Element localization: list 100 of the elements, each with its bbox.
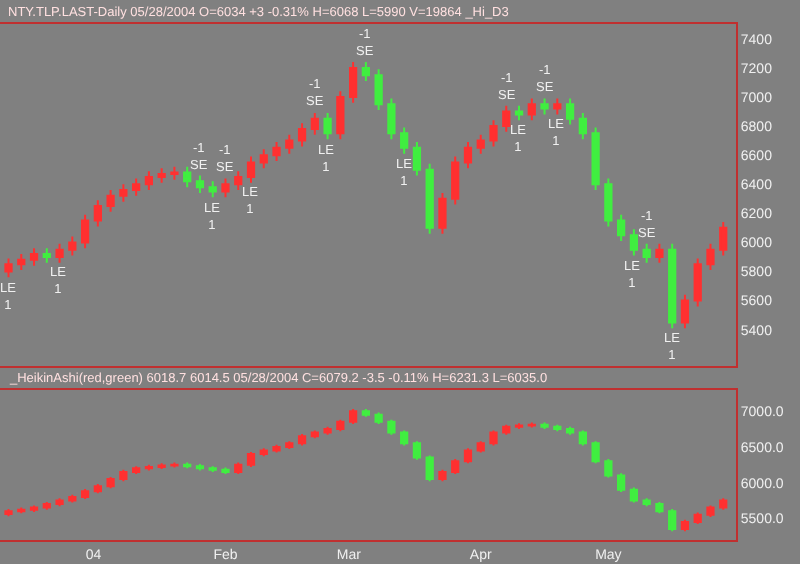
candlestick	[55, 497, 64, 508]
candlestick	[246, 450, 256, 468]
candlestick	[693, 511, 702, 526]
candlestick	[170, 165, 179, 181]
candlestick	[157, 462, 166, 471]
candlestick	[476, 133, 485, 155]
candlestick	[93, 483, 102, 495]
candlestick	[106, 189, 115, 213]
candlestick	[4, 257, 13, 279]
candlestick	[489, 429, 498, 447]
candlestick	[463, 141, 473, 170]
candlestick	[400, 429, 409, 447]
candlestick	[234, 170, 243, 192]
candlestick	[297, 122, 307, 148]
candlestick	[617, 213, 626, 242]
candlestick	[119, 468, 128, 483]
candlestick	[208, 465, 217, 473]
candlestick	[285, 133, 294, 155]
candlestick	[387, 418, 396, 436]
candlestick	[425, 454, 434, 483]
candlestick	[80, 488, 90, 501]
candlestick	[29, 504, 39, 513]
candlestick	[310, 111, 319, 136]
candlestick	[374, 411, 383, 426]
candlestick	[297, 433, 307, 447]
candlestick	[565, 425, 575, 436]
candlestick	[106, 475, 115, 490]
candlestick	[438, 191, 447, 235]
candlestick	[463, 447, 473, 465]
candlestick	[234, 461, 243, 476]
candlestick	[540, 97, 549, 116]
candlestick	[119, 183, 128, 203]
candlestick	[591, 440, 600, 465]
candlestick	[195, 174, 205, 194]
candlestick	[514, 422, 524, 431]
candlestick	[540, 421, 549, 431]
candlestick	[591, 126, 600, 192]
candlestick	[55, 242, 64, 264]
candlestick	[272, 443, 281, 454]
candlestick	[42, 500, 51, 511]
candlestick	[387, 97, 396, 141]
candlestick	[68, 235, 77, 257]
candlestick	[29, 247, 39, 267]
candlestick	[246, 155, 256, 184]
candlestick	[4, 508, 13, 518]
candlestick	[719, 497, 728, 511]
candlestick	[285, 440, 294, 451]
candlestick	[348, 408, 358, 426]
candlestick	[361, 408, 370, 418]
candlestick	[489, 119, 498, 148]
candlestick	[553, 97, 562, 116]
candlestick	[336, 418, 345, 433]
candlestick	[680, 293, 690, 330]
candlestick	[17, 253, 26, 272]
candlestick	[259, 148, 268, 170]
candlestick	[642, 497, 651, 508]
candlestick	[336, 90, 345, 141]
candlestick	[629, 228, 639, 257]
candlestick	[412, 141, 422, 177]
candlestick	[425, 162, 434, 235]
candlestick	[221, 177, 230, 199]
candlestick	[476, 440, 485, 454]
candlestick	[527, 97, 536, 122]
candlestick	[502, 104, 511, 133]
candlestick	[400, 126, 409, 155]
candlestick	[451, 155, 460, 206]
candlestick	[502, 423, 511, 436]
candlestick	[42, 247, 51, 264]
candlestick	[93, 199, 102, 228]
candlestick	[438, 468, 447, 483]
candlestick	[655, 500, 664, 515]
candlestick	[361, 61, 370, 82]
candlestick	[132, 177, 141, 197]
candlestick	[157, 167, 166, 184]
candlestick	[655, 242, 664, 264]
candlestick	[642, 242, 651, 264]
candlestick	[668, 508, 677, 533]
candlestick	[323, 111, 332, 141]
candlestick	[604, 458, 613, 479]
candlestick	[132, 465, 141, 476]
candlestick	[719, 221, 728, 257]
candlestick	[604, 177, 613, 228]
candlestick	[272, 141, 281, 162]
candlestick	[668, 242, 677, 330]
candlestick	[617, 472, 626, 493]
candlestick	[259, 447, 268, 458]
candlestick	[183, 165, 192, 189]
candlestick	[412, 440, 422, 461]
candlestick	[208, 180, 217, 199]
candlestick	[374, 68, 383, 112]
candlestick	[221, 466, 230, 476]
candlestick	[629, 486, 639, 504]
candlestick	[80, 213, 90, 250]
candlestick	[323, 425, 332, 436]
candlestick	[348, 61, 358, 104]
candlestick	[706, 504, 715, 518]
candlestick	[565, 97, 575, 126]
candlestick	[693, 257, 702, 308]
candlestick	[578, 111, 587, 141]
candlestick	[578, 429, 587, 447]
